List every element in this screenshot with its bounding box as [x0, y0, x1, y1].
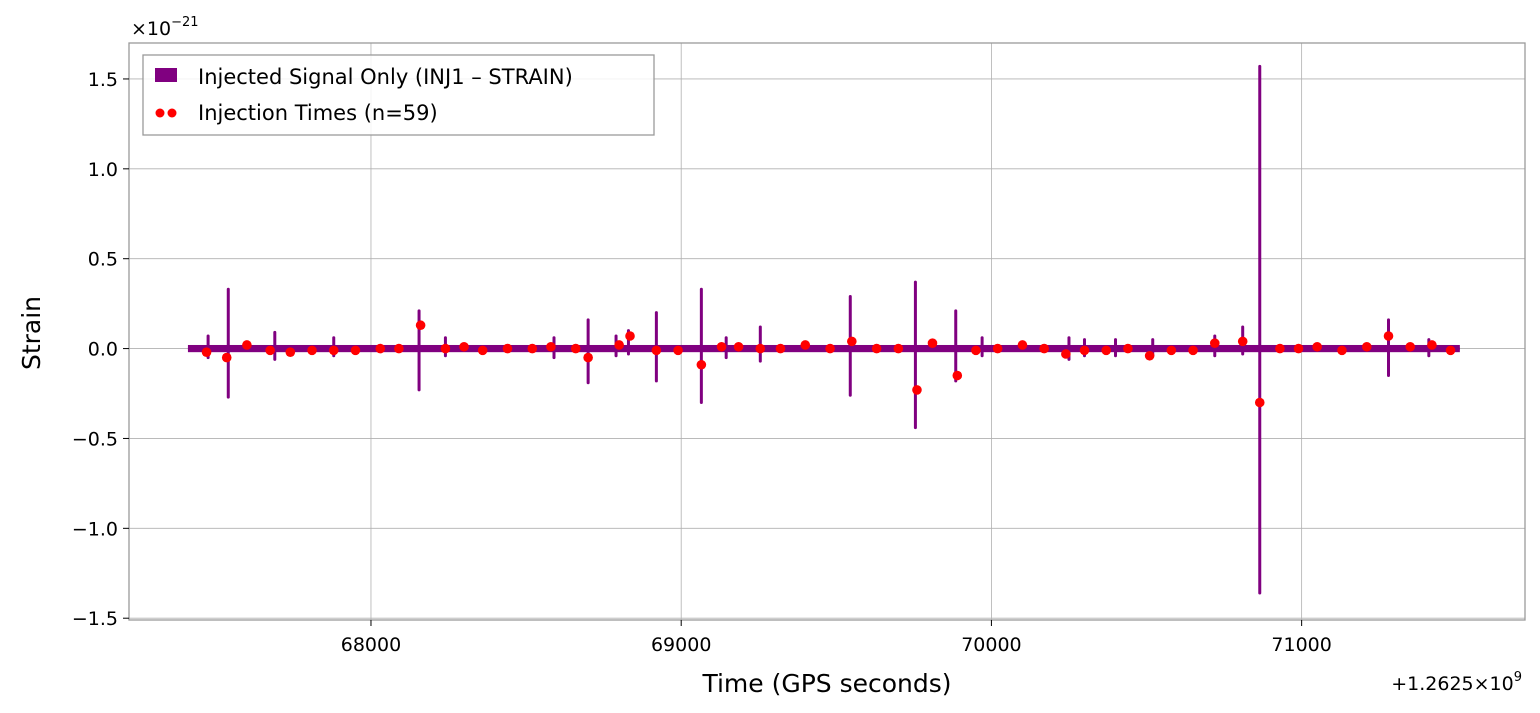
- injection-point: [1383, 331, 1394, 341]
- y-scale-label: ×10−21: [131, 15, 199, 40]
- injection-point: [825, 343, 835, 354]
- injection-point: [1237, 336, 1248, 347]
- injection-point: [1361, 341, 1372, 352]
- injection-point: [1079, 345, 1090, 356]
- injection-point: [350, 345, 361, 356]
- injection-point: [1123, 343, 1133, 354]
- injection-point: [651, 345, 662, 356]
- legend: Injected Signal Only (INJ1 – STRAIN) Inj…: [142, 54, 655, 136]
- legend-label-injection: Injection Times (n=59): [198, 101, 438, 125]
- injection-point: [992, 343, 1003, 354]
- y-tick-label: 0.0: [88, 339, 118, 361]
- legend-marker-injection-1: [155, 108, 165, 118]
- injection-point: [1017, 340, 1028, 350]
- injection-point: [546, 341, 556, 352]
- x-tick-label: 71000: [1271, 634, 1331, 656]
- injection-point: [1166, 345, 1177, 356]
- injection-point: [1254, 397, 1265, 408]
- injection-point: [971, 345, 981, 356]
- injection-point: [755, 343, 766, 354]
- injection-point: [265, 345, 275, 356]
- injection-point: [415, 320, 426, 331]
- injection-point: [1337, 345, 1347, 356]
- plot-frame: [128, 42, 1526, 621]
- legend-box: [142, 54, 655, 136]
- legend-label-signal: Injected Signal Only (INJ1 – STRAIN): [198, 65, 573, 89]
- injection-point: [775, 343, 786, 354]
- injection-point: [673, 345, 683, 356]
- injection-point: [1427, 340, 1437, 350]
- injection-point: [912, 385, 922, 395]
- y-tick-label: 1.5: [88, 69, 118, 91]
- legend-swatch-signal: [155, 68, 177, 82]
- y-tick-label: 0.5: [88, 249, 118, 271]
- x-tick-label: 70000: [961, 634, 1021, 656]
- y-tick-label: 1.0: [88, 159, 118, 181]
- injection-point: [570, 343, 581, 354]
- x-tick-label: 68000: [341, 634, 401, 656]
- injection-point: [1188, 345, 1198, 356]
- injection-point: [1312, 341, 1322, 352]
- x-tick-label: 69000: [651, 634, 711, 656]
- injection-point: [1144, 350, 1155, 361]
- injection-point: [1405, 341, 1416, 352]
- injection-point: [201, 347, 212, 357]
- injection-point: [696, 359, 707, 370]
- injection-point: [1275, 343, 1285, 354]
- plot-series: [187, 64, 1460, 595]
- injection-point: [625, 331, 635, 341]
- y-tick-label: −0.5: [72, 428, 118, 450]
- injection-point: [394, 343, 404, 354]
- injection-point: [1445, 345, 1456, 356]
- injection-point: [1039, 343, 1049, 354]
- x-offset-label: +1.2625×109: [1391, 670, 1522, 695]
- x-axis-ticks: 68000 69000 70000 71000: [341, 620, 1332, 656]
- legend-marker-injection-2: [167, 108, 177, 118]
- y-tick-label: −1.5: [72, 608, 118, 630]
- y-axis-ticks: 1.5 1.0 0.5 0.0 −0.5 −1.0 −1.5: [72, 69, 129, 630]
- injection-point: [716, 341, 727, 352]
- injection-point: [871, 343, 882, 354]
- injection-point: [1209, 338, 1220, 348]
- injection-point: [893, 343, 904, 354]
- injection-point: [285, 347, 296, 357]
- injection-point: [1101, 345, 1111, 356]
- injection-point: [502, 343, 513, 354]
- injection-point: [242, 340, 252, 350]
- injection-point: [927, 338, 938, 348]
- injection-point: [952, 370, 963, 381]
- injection-point: [440, 343, 451, 354]
- y-tick-label: −1.0: [72, 518, 118, 540]
- injection-point: [733, 341, 744, 352]
- injection-point: [800, 340, 811, 350]
- injection-point: [221, 352, 232, 363]
- injection-point: [527, 343, 538, 354]
- injection-point: [459, 341, 469, 352]
- injection-point: [307, 345, 317, 356]
- x-axis-label: Time (GPS seconds): [701, 669, 951, 698]
- injection-point: [583, 352, 593, 363]
- injection-point: [328, 345, 339, 356]
- injection-point: [1293, 343, 1304, 354]
- injection-point: [1061, 349, 1071, 359]
- injection-point: [375, 343, 386, 354]
- injection-point: [477, 345, 488, 356]
- injection-point: [614, 340, 624, 350]
- injection-point: [847, 336, 857, 347]
- y-axis-label: Strain: [17, 296, 46, 370]
